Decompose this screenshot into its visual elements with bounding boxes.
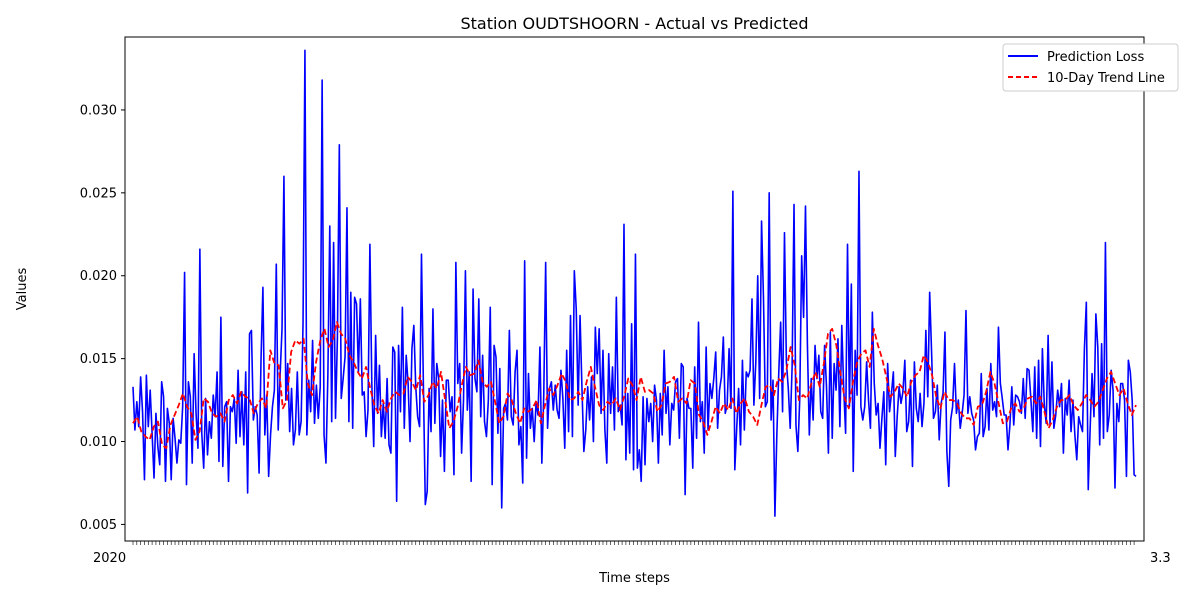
legend: Prediction Loss 10-Day Trend Line	[1002, 43, 1179, 92]
y-tick-label: 0.005	[80, 518, 117, 533]
y-axis: 0.005 0.010 0.015 0.020 0.025 0.030	[80, 103, 125, 533]
legend-label-trend-line: 10-Day Trend Line	[1047, 71, 1165, 86]
series-layer	[132, 49, 1137, 517]
plot-area-frame	[124, 36, 1145, 542]
x-tick-label-right: 3.3	[1150, 551, 1171, 566]
y-tick-label: 0.015	[80, 352, 117, 367]
x-axis: 2020 3.3	[93, 541, 1171, 566]
y-tick-label: 0.030	[80, 103, 117, 118]
chart-title: Station OUDTSHOORN - Actual vs Predicted	[461, 14, 809, 33]
x-tick-label-left: 2020	[93, 551, 126, 566]
y-tick-label: 0.020	[80, 269, 117, 284]
y-tick-label: 0.010	[80, 435, 117, 450]
x-axis-label: Time steps	[598, 571, 670, 586]
y-tick-label: 0.025	[80, 186, 117, 201]
legend-box	[1002, 43, 1179, 92]
y-axis-label: Values	[15, 268, 30, 311]
series-line-trend	[132, 321, 1137, 450]
series-line-prediction-loss	[132, 49, 1137, 517]
legend-label-prediction-loss: Prediction Loss	[1047, 50, 1144, 65]
